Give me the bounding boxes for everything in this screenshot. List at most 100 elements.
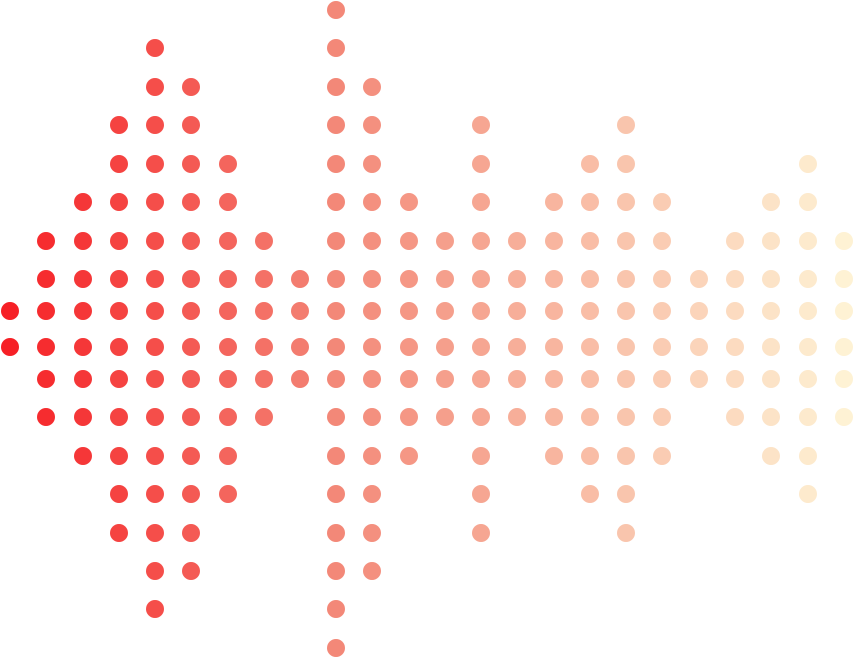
dot	[182, 370, 200, 388]
dot	[146, 39, 164, 57]
dot	[110, 116, 128, 134]
dot	[74, 232, 92, 250]
dot	[182, 485, 200, 503]
dot	[110, 232, 128, 250]
dot	[508, 232, 526, 250]
dot	[363, 78, 381, 96]
dot	[472, 155, 490, 173]
dot	[37, 302, 55, 320]
dot	[653, 270, 671, 288]
dot	[653, 370, 671, 388]
dot	[182, 270, 200, 288]
dot	[146, 116, 164, 134]
dot	[726, 338, 744, 356]
dot	[327, 116, 345, 134]
dot	[219, 338, 237, 356]
dot	[291, 302, 309, 320]
dot	[545, 408, 563, 426]
dot	[363, 370, 381, 388]
dot	[799, 270, 817, 288]
dot	[436, 370, 454, 388]
dot	[363, 232, 381, 250]
dot	[219, 485, 237, 503]
dot	[545, 270, 563, 288]
dot	[472, 338, 490, 356]
dot	[581, 485, 599, 503]
dot	[327, 370, 345, 388]
dot	[835, 408, 853, 426]
dot	[363, 338, 381, 356]
dot	[363, 485, 381, 503]
dot	[291, 270, 309, 288]
dot	[74, 302, 92, 320]
dot	[726, 232, 744, 250]
dot	[762, 232, 780, 250]
dot	[146, 562, 164, 580]
dot	[400, 370, 418, 388]
dot	[110, 524, 128, 542]
dot	[327, 524, 345, 542]
dot	[835, 370, 853, 388]
dot	[219, 270, 237, 288]
dot	[799, 193, 817, 211]
dot	[37, 408, 55, 426]
dot	[472, 116, 490, 134]
dot	[436, 338, 454, 356]
dot	[146, 302, 164, 320]
dot	[363, 408, 381, 426]
dot	[581, 338, 599, 356]
dot	[74, 447, 92, 465]
dot	[762, 270, 780, 288]
dot	[182, 232, 200, 250]
dot	[472, 408, 490, 426]
dot	[327, 302, 345, 320]
dot	[400, 338, 418, 356]
dot	[617, 408, 635, 426]
dot	[255, 370, 273, 388]
dot	[508, 408, 526, 426]
dot	[146, 600, 164, 618]
dot	[37, 270, 55, 288]
dot	[581, 447, 599, 465]
dot	[726, 270, 744, 288]
dot	[617, 370, 635, 388]
dot	[219, 155, 237, 173]
dot	[74, 270, 92, 288]
dot	[545, 302, 563, 320]
dot	[146, 338, 164, 356]
dot	[219, 302, 237, 320]
dot	[146, 270, 164, 288]
dot	[617, 447, 635, 465]
dot	[182, 447, 200, 465]
dot	[74, 408, 92, 426]
dot	[690, 270, 708, 288]
dot	[762, 370, 780, 388]
dot	[146, 447, 164, 465]
dot	[508, 302, 526, 320]
dot	[581, 370, 599, 388]
dot	[617, 485, 635, 503]
dot	[508, 338, 526, 356]
dot	[617, 338, 635, 356]
dot	[726, 408, 744, 426]
dot	[37, 232, 55, 250]
dot	[363, 562, 381, 580]
dot	[327, 338, 345, 356]
dot	[74, 338, 92, 356]
dot	[400, 232, 418, 250]
dot	[653, 338, 671, 356]
dot	[291, 370, 309, 388]
dot	[617, 302, 635, 320]
dot	[327, 155, 345, 173]
dot	[799, 338, 817, 356]
dot	[617, 116, 635, 134]
dot	[255, 408, 273, 426]
dot	[37, 370, 55, 388]
dot	[581, 270, 599, 288]
dot	[182, 524, 200, 542]
dot	[436, 408, 454, 426]
dot	[799, 447, 817, 465]
dot	[581, 155, 599, 173]
dot	[74, 193, 92, 211]
